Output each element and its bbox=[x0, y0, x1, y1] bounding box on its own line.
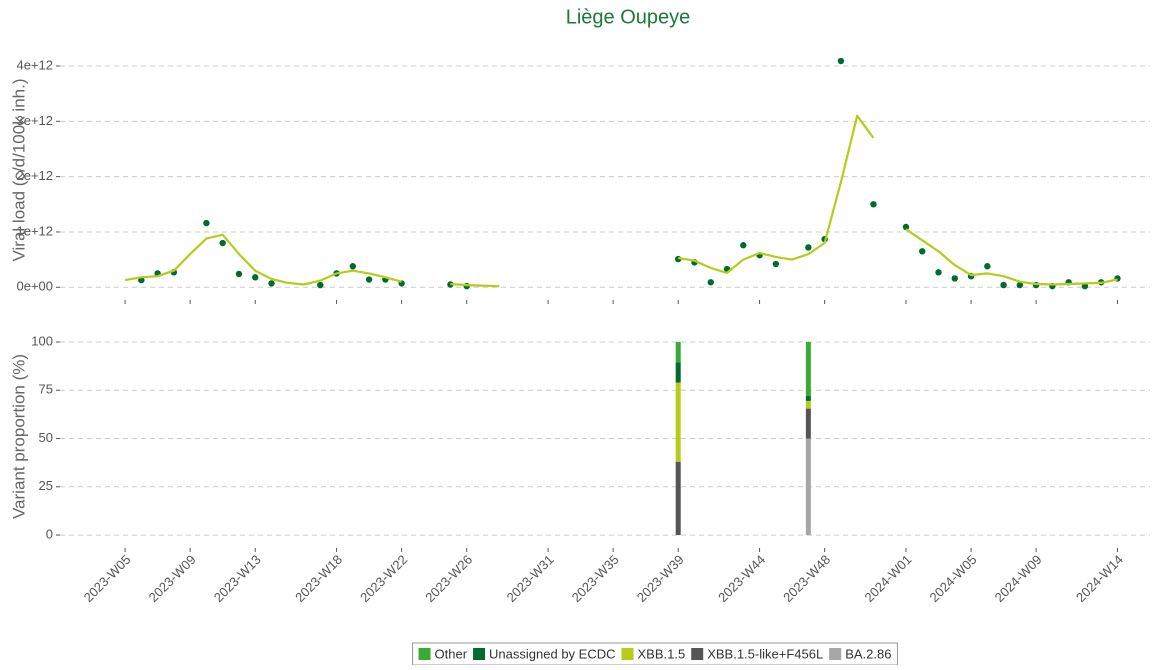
legend-label: Other bbox=[435, 646, 468, 661]
y-tick-label: 0e+00 bbox=[16, 279, 53, 294]
y-tick-label: 2e+12 bbox=[16, 168, 53, 183]
data-point bbox=[203, 219, 210, 227]
bar-segment bbox=[675, 341, 681, 363]
x-tick-label: 2023-W13 bbox=[211, 552, 264, 605]
data-point bbox=[919, 248, 926, 255]
legend: Other Unassigned by ECDC XBB.1.5 XBB.1.5-li… bbox=[412, 642, 898, 666]
x-tick-label: 2023-W05 bbox=[81, 552, 134, 605]
data-point bbox=[268, 280, 275, 287]
bar-segment bbox=[675, 382, 681, 462]
data-point bbox=[1000, 281, 1007, 289]
x-tick-label: 2023-W48 bbox=[780, 552, 833, 605]
bar-segment bbox=[805, 396, 811, 401]
x-tick-label: 2024-W14 bbox=[1073, 552, 1126, 605]
y-tick-label: 1e+12 bbox=[16, 223, 53, 238]
bar-segment bbox=[805, 400, 811, 409]
legend-label: XBB.1.5-like+F456L bbox=[707, 646, 823, 661]
data-point bbox=[365, 276, 373, 283]
y-axis-title: Variant proportion (%) bbox=[9, 354, 28, 519]
bar-segment bbox=[675, 362, 681, 383]
x-tick-label: 2023-W44 bbox=[715, 552, 768, 605]
legend-label: BA.2.86 bbox=[845, 646, 891, 661]
legend-swatch bbox=[621, 648, 634, 660]
bar-segment bbox=[675, 461, 681, 536]
x-tick-label: 2023-W18 bbox=[292, 552, 345, 605]
x-tick-label: 2023-W22 bbox=[357, 552, 410, 605]
bar-segment bbox=[805, 341, 811, 397]
chart-title: Liège Oupeye bbox=[566, 6, 691, 28]
data-point bbox=[317, 281, 324, 289]
y-tick-label: 3e+12 bbox=[16, 113, 53, 128]
legend-swatch bbox=[418, 648, 431, 660]
data-point bbox=[252, 274, 259, 281]
y-tick-label: 50 bbox=[39, 430, 53, 445]
legend-label: XBB.1.5 bbox=[638, 646, 686, 661]
x-tick-label: 2024-W05 bbox=[927, 552, 980, 605]
smooth-line bbox=[124, 114, 1118, 288]
x-tick-label: 2023-W09 bbox=[146, 552, 199, 605]
x-tick-label: 2023-W31 bbox=[504, 552, 557, 605]
data-point bbox=[870, 201, 877, 208]
data-point bbox=[707, 279, 714, 286]
bar-segment bbox=[805, 408, 811, 439]
data-point bbox=[1081, 282, 1089, 290]
y-tick-label: 4e+12 bbox=[16, 57, 53, 72]
bar-segment bbox=[805, 438, 811, 536]
legend-swatch bbox=[473, 648, 486, 660]
legend-swatch bbox=[691, 648, 704, 660]
y-axis-title: Viral load (c/d/100k inh.) bbox=[9, 78, 28, 261]
data-point bbox=[219, 239, 226, 247]
y-tick-label: 0 bbox=[46, 527, 53, 542]
data-point bbox=[837, 57, 845, 65]
data-point bbox=[772, 260, 780, 268]
data-point bbox=[1016, 281, 1024, 289]
data-point bbox=[805, 244, 812, 251]
data-point bbox=[740, 242, 747, 249]
y-tick-label: 75 bbox=[39, 382, 53, 397]
data-point bbox=[349, 263, 357, 270]
y-tick-label: 25 bbox=[39, 478, 53, 493]
x-tick-label: 2023-W39 bbox=[634, 552, 687, 605]
data-point bbox=[984, 263, 991, 270]
y-tick-label: 100 bbox=[31, 333, 53, 348]
data-point bbox=[235, 270, 243, 278]
data-point bbox=[935, 269, 942, 276]
x-tick-label: 2023-W35 bbox=[569, 552, 622, 605]
x-tick-label: 2024-W09 bbox=[992, 552, 1045, 605]
legend-label: Unassigned by ECDC bbox=[489, 646, 615, 661]
legend-swatch bbox=[829, 648, 842, 660]
data-point bbox=[951, 275, 958, 282]
x-tick-label: 2024-W01 bbox=[862, 552, 915, 605]
x-tick-label: 2023-W26 bbox=[422, 552, 475, 605]
data-point bbox=[902, 223, 910, 231]
